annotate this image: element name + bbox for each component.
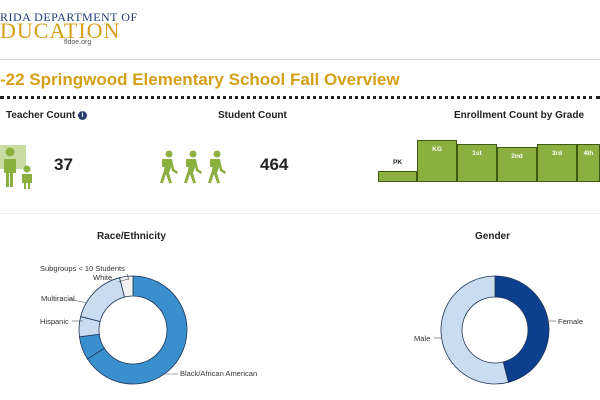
slice-female (494, 275, 550, 383)
grade-bar-kg: KG (417, 140, 457, 182)
page-title: -22 Springwood Elementary School Fall Ov… (0, 70, 400, 89)
leader-subgroups (126, 273, 130, 281)
student-count-label: Student Count (218, 110, 287, 121)
logo-line-1: RIDA DEPARTMENT OF (0, 10, 138, 24)
race-chart-title: Race/Ethnicity (97, 231, 166, 242)
label-male: Male (414, 334, 430, 343)
label-subgroups: Subgroups < 10 Students (40, 264, 125, 273)
slice-black (86, 275, 188, 385)
label-white: White (93, 273, 112, 282)
student-count-value: 464 (260, 155, 289, 174)
logo-site: fldoe.org (64, 39, 92, 46)
walking-students-icon (160, 150, 226, 183)
gender-donut-chart: Female Male (414, 275, 583, 385)
label-hispanic: Hispanic (40, 317, 69, 326)
grade-bar-pk: PK (378, 159, 417, 182)
grade-bar-1st: 1st (457, 144, 497, 182)
gender-chart-title: Gender (475, 231, 511, 242)
header-divider (0, 59, 600, 60)
leader-white (117, 278, 129, 283)
section-divider (0, 213, 600, 214)
info-icon[interactable]: i (78, 111, 87, 120)
grade-bar-3rd: 3rd (537, 144, 577, 182)
slice-male (440, 275, 509, 385)
enrollment-chart-title: Enrollment Count by Grade (454, 110, 585, 121)
logo-line-2: DUCATION (0, 18, 121, 43)
slice-subgroups (119, 275, 134, 298)
leader-multiracial (68, 298, 88, 304)
teacher-count-label: Teacher Count (6, 110, 76, 121)
race-donut-chart: Subgroups < 10 Students White Multiracia… (40, 264, 257, 385)
label-multiracial: Multiracial (41, 294, 75, 303)
grade-bar-4th: 4th (577, 144, 600, 182)
label-black: Black/African American (180, 369, 257, 378)
teacher-student-icon (0, 145, 32, 189)
grade-bar-fill-pk (378, 171, 417, 182)
teacher-count-value: 37 (54, 155, 73, 174)
enrollment-chart: PK KG 1st 2nd 3rd 4th (378, 140, 600, 182)
dotted-divider (0, 96, 600, 99)
grade-bar-2nd: 2nd (497, 147, 537, 182)
label-female: Female (558, 317, 583, 326)
slice-white (80, 277, 126, 323)
